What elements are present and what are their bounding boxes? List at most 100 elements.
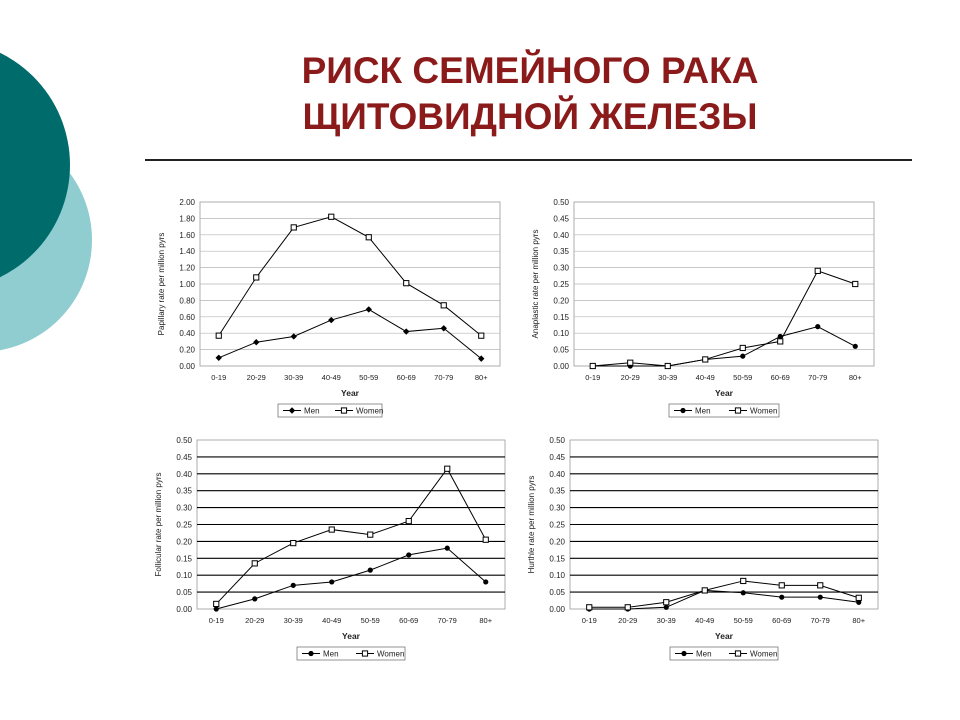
x-axis-label: Year: [342, 631, 361, 641]
legend-box: [277, 403, 383, 418]
y-axis-label: Follicular rate per million pyrs: [154, 472, 163, 576]
data-point-men: [740, 353, 746, 359]
y-tick-label: 0.35: [549, 487, 565, 496]
x-tick-label: 70-79: [438, 616, 457, 625]
y-tick-label: 0.50: [549, 436, 565, 445]
series-line-women: [218, 216, 482, 337]
y-tick-label: 0.00: [179, 362, 195, 371]
data-point-women: [627, 359, 634, 366]
data-point-women: [663, 599, 670, 606]
x-tick-label: 50-59: [359, 373, 378, 382]
data-point-men: [328, 316, 335, 324]
x-tick-label: 60-69: [771, 373, 790, 382]
follicular-chart: 0.00 0.05 0.10 0.15 0.20 0.25 0.30 0.35 0.40 0.45…: [145, 432, 515, 664]
data-point-men: [483, 579, 489, 585]
data-point-men: [290, 582, 296, 588]
x-tick-label: 20-29: [618, 616, 637, 625]
data-point-women: [478, 332, 485, 339]
y-tick-label: 0.80: [179, 296, 195, 305]
x-tick-label: 20-29: [245, 616, 264, 625]
hurthle-chart: 0.00 0.05 0.10 0.15 0.20 0.25 0.30 0.35 0.40 0.45…: [518, 432, 888, 664]
data-point-women: [739, 344, 746, 352]
data-point-men: [215, 354, 222, 361]
x-tick-label: 50-59: [361, 616, 380, 625]
data-point-women: [664, 362, 671, 370]
y-tick-label: 0.25: [553, 280, 569, 289]
y-tick-label: 0.00: [549, 605, 565, 614]
series-line-men: [218, 308, 482, 360]
x-tick-label: 60-69: [772, 616, 791, 625]
data-point-men: [777, 333, 783, 340]
legend-box: [668, 403, 780, 418]
x-tick-label: 60-69: [397, 373, 416, 382]
chart-svg: 0.00 0.20 0.40 0.60 0.80 1.00 1.20 1.40 1.60 1.80…: [157, 198, 501, 418]
legend-label: Men: [696, 650, 712, 659]
y-axis-label: Anaplastic rate per million pyrs: [531, 230, 540, 339]
y-tick-label: 0.10: [553, 329, 569, 338]
data-point-men: [213, 606, 219, 612]
data-point-men: [815, 324, 821, 330]
x-tick-label: 0-19: [209, 616, 224, 625]
data-point-women: [482, 536, 489, 543]
legend-marker: [680, 407, 686, 414]
legend-marker: [681, 650, 687, 657]
data-point-women: [444, 465, 451, 472]
data-point-men: [478, 355, 485, 362]
x-tick-label: 0-19: [582, 616, 597, 625]
data-point-men: [779, 594, 785, 600]
x-axis-label: Year: [341, 388, 360, 398]
x-tick-label: 0-19: [211, 373, 226, 382]
legend-marker: [288, 407, 296, 414]
legend-label: Men: [323, 650, 339, 659]
data-point-women: [855, 594, 862, 601]
data-point-men: [817, 594, 823, 600]
y-tick-label: 0.40: [179, 329, 195, 338]
x-tick-label: 70-79: [808, 373, 827, 382]
data-point-women: [777, 338, 784, 345]
series-line-women: [592, 270, 856, 367]
x-tick-label: 30-39: [284, 373, 303, 382]
chart-svg: 0.00 0.05 0.10 0.15 0.20 0.25 0.30 0.35 0.40 0.45…: [527, 436, 879, 661]
series-line-men: [589, 589, 859, 610]
y-tick-label: 1.60: [179, 231, 195, 240]
legend-marker: [361, 650, 369, 657]
legend-marker: [734, 650, 742, 657]
legend-marker: [734, 407, 742, 414]
y-tick-label: 0.35: [553, 247, 569, 256]
data-point-men: [852, 343, 858, 349]
series-line-women: [215, 467, 487, 605]
y-tick-label: 0.05: [549, 588, 565, 597]
legend-box: [296, 646, 406, 661]
legend-label: Women: [377, 650, 404, 659]
y-axis-label: Papillary rate per million pyrs: [157, 233, 166, 336]
y-tick-label: 0.45: [553, 214, 569, 223]
x-tick-label: 40-49: [322, 373, 341, 382]
y-tick-label: 0.10: [176, 571, 192, 580]
anaplastic-chart: 0.00 0.05 0.10 0.15 0.20 0.25 0.30 0.35 0.40 0.45…: [522, 190, 882, 422]
data-point-men: [329, 579, 335, 585]
data-point-women: [365, 234, 372, 241]
y-tick-label: 0.15: [176, 554, 192, 563]
legend-box: [669, 646, 779, 661]
data-point-women: [852, 280, 859, 288]
legend-label: Women: [750, 650, 777, 659]
y-tick-label: 1.40: [179, 247, 195, 256]
data-point-women: [814, 267, 821, 274]
data-point-men: [663, 604, 669, 610]
title-divider: [145, 159, 912, 161]
data-point-men: [403, 328, 410, 335]
legend-label: Men: [695, 407, 711, 416]
x-tick-label: 50-59: [733, 373, 752, 382]
x-tick-label: 40-49: [322, 616, 341, 625]
y-tick-label: 0.05: [176, 588, 192, 597]
y-tick-label: 0.05: [553, 346, 569, 355]
chart-svg: 0.00 0.05 0.10 0.15 0.20 0.25 0.30 0.35 0.40 0.45…: [154, 436, 506, 661]
data-point-women: [328, 526, 335, 533]
data-point-women: [253, 274, 260, 281]
data-point-women: [817, 582, 824, 589]
y-tick-label: 2.00: [179, 198, 195, 207]
x-tick-label: 80+: [479, 616, 492, 625]
data-point-men: [406, 552, 412, 558]
x-tick-label: 80+: [849, 373, 862, 382]
x-tick-label: 20-29: [247, 373, 266, 382]
